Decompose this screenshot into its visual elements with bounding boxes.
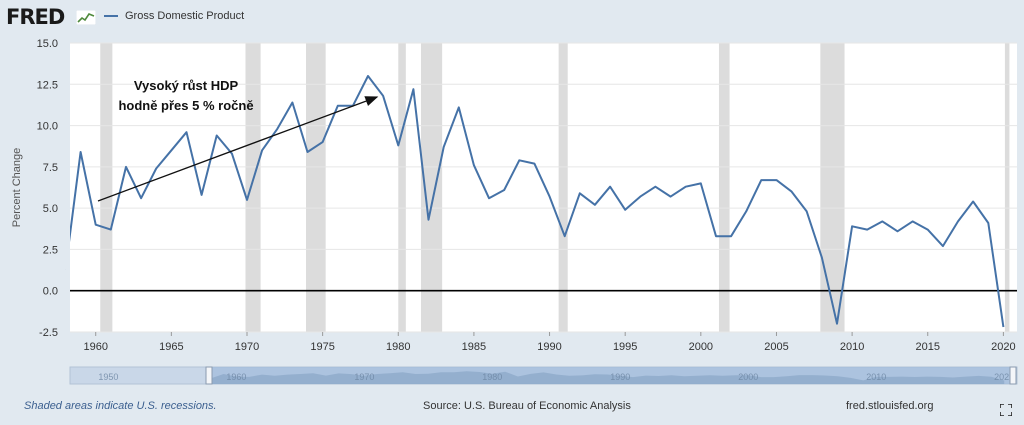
legend[interactable]: Gross Domestic Product	[104, 10, 244, 22]
y-tick-label: 15.0	[37, 38, 58, 50]
source-text: Source: U.S. Bureau of Economic Analysis	[423, 400, 631, 412]
x-tick-label: 2005	[764, 341, 788, 353]
y-tick-label: 2.5	[43, 244, 58, 256]
recessions-note: Shaded areas indicate U.S. recessions.	[24, 400, 217, 412]
navigator-tick-label: 1960	[226, 372, 246, 382]
navigator-handle[interactable]	[205, 366, 213, 385]
y-tick-label: 10.0	[37, 121, 58, 133]
recession-band	[718, 43, 730, 332]
y-tick-label: -2.5	[39, 327, 58, 339]
navigator-tick-label: 1980	[482, 372, 502, 382]
chart-header: FRED Gross Domestic Product	[0, 0, 1024, 34]
navigator-tick-label: 2010	[866, 372, 886, 382]
y-tick-label: 7.5	[43, 162, 58, 174]
recession-band	[1004, 43, 1010, 332]
x-tick-label: 1995	[613, 341, 637, 353]
x-tick-label: 1985	[462, 341, 486, 353]
navigator-tick-label: 1970	[354, 372, 374, 382]
y-tick-label: 0.0	[43, 286, 58, 298]
fred-graph-icon	[76, 10, 96, 25]
x-tick-label: 2010	[840, 341, 864, 353]
x-tick-label: 1990	[537, 341, 561, 353]
recession-band	[398, 43, 406, 332]
annotation-line-2: hodně přes 5 % ročně	[118, 98, 254, 113]
gdp-line-chart[interactable]: 15.0 12.5 10.0 7.5 5.0 2.5 0.0 -2.5 1960 1965 1970…	[0, 30, 1024, 390]
navigator-tick-label: 1990	[610, 372, 630, 382]
y-tick-label: 12.5	[37, 79, 58, 91]
recession-band	[100, 43, 113, 332]
x-tick-label: 1980	[386, 341, 410, 353]
navigator-tick-label: 2020	[994, 372, 1014, 382]
x-tick-label: 1960	[83, 341, 107, 353]
navigator-series-area	[210, 371, 1005, 384]
annotation-line-1: Vysoký růst HDP	[133, 78, 239, 93]
site-link[interactable]: fred.stlouisfed.org	[846, 400, 934, 412]
x-tick-label: 2000	[689, 341, 713, 353]
y-axis-label: Percent Change	[11, 148, 23, 228]
recession-band	[558, 43, 568, 332]
fred-logo[interactable]: FRED	[6, 5, 65, 29]
navigator-selection	[209, 367, 1013, 384]
x-tick-label: 2015	[916, 341, 940, 353]
recession-band	[820, 43, 845, 332]
y-tick-label: 5.0	[43, 203, 58, 215]
annotation-arrow	[97, 96, 379, 202]
recession-band	[420, 43, 443, 332]
recession-band	[305, 43, 326, 332]
x-tick-label: 1965	[159, 341, 183, 353]
navigator-tick-label: 1950	[98, 372, 118, 382]
annotation-text: Vysoký růst HDP hodně přes 5 % ročně	[96, 76, 276, 116]
plot-area	[70, 43, 1017, 332]
recession-band	[245, 43, 261, 332]
x-tick-label: 1975	[310, 341, 334, 353]
legend-label: Gross Domestic Product	[125, 10, 245, 22]
x-tick-label: 2020	[991, 341, 1015, 353]
fullscreen-icon[interactable]	[1000, 404, 1012, 416]
x-tick-label: 1970	[235, 341, 259, 353]
navigator-tick-label: 2000	[738, 372, 758, 382]
navigator-handle[interactable]	[1009, 366, 1017, 385]
legend-swatch	[104, 15, 118, 17]
